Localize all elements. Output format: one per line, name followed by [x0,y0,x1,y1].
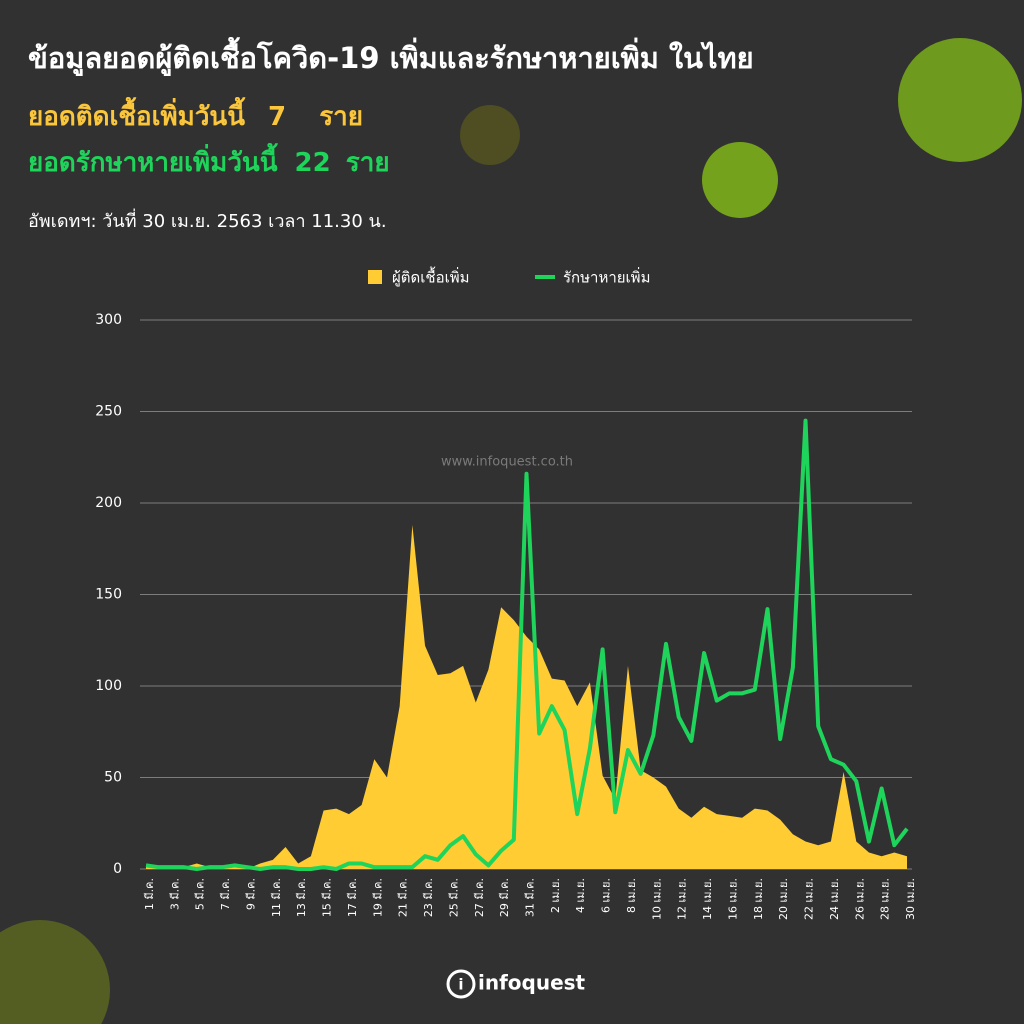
x-tick-label: 4 เม.ย. [574,878,587,913]
x-tick-label: 12 เม.ย. [676,878,689,920]
x-tick-label: 30 เม.ย. [904,878,917,920]
x-tick-label: 1 มี.ค. [143,878,156,910]
today-cases-unit: ราย [319,102,363,132]
x-tick-label: 3 มี.ค. [168,878,181,910]
today-recovered-unit: ราย [346,148,390,178]
x-tick-label: 6 เม.ย. [600,878,613,913]
x-tick-label: 28 เม.ย. [879,878,892,920]
x-tick-label: 27 มี.ค. [473,878,486,917]
y-tick-label: 300 [95,312,122,328]
x-tick-label: 2 เม.ย. [549,878,562,913]
x-tick-label: 18 เม.ย. [752,878,765,920]
today-recovered-label: ยอดรักษาหายเพิ่มวันนี้ [28,142,279,178]
legend-swatch [368,270,382,284]
x-tick-label: 25 มี.ค. [447,878,460,917]
x-tick-label: 20 เม.ย. [777,878,790,920]
x-tick-label: 23 มี.ค. [422,878,435,917]
legend-label: ผู้ติดเชื้อเพิ่ม [392,267,470,287]
x-tick-label: 22 เม.ย. [803,878,816,920]
today-recovered-value: 22 [295,148,331,178]
y-tick-label: 250 [95,404,122,420]
logo: i infoquest [446,969,586,999]
y-tick-label: 100 [95,678,122,694]
x-tick-label: 14 เม.ย. [701,878,714,920]
x-tick-label: 26 เม.ย. [853,878,866,920]
svg-text:i: i [458,976,463,994]
x-tick-label: 13 มี.ค. [295,878,308,917]
y-tick-label: 150 [95,587,122,603]
y-tick-label: 200 [95,495,122,511]
x-tick-label: 9 มี.ค. [244,878,257,910]
x-tick-label: 29 มี.ค. [498,878,511,917]
watermark: www.infoquest.co.th [441,455,573,470]
virus-decoration [0,38,1022,1024]
x-tick-label: 15 มี.ค. [321,878,334,917]
x-tick-label: 24 เม.ย. [828,878,841,920]
x-tick-label: 8 เม.ย. [625,878,638,913]
today-cases-value: 7 [268,102,286,132]
today-recovered: ยอดรักษาหายเพิ่มวันนี้ 22 ราย [28,142,390,178]
x-tick-label: 10 เม.ย. [650,878,663,920]
logo-text: infoquest [478,971,586,995]
update-note: อัพเดทฯ: วันที่ 30 เม.ย. 2563 เวลา 11.30… [28,208,387,232]
x-tick-label: 21 มี.ค. [397,878,410,917]
x-tick-label: 17 มี.ค. [346,878,359,917]
x-tick-label: 7 มี.ค. [219,878,232,910]
today-cases-label: ยอดติดเชื้อเพิ่มวันนี้ [28,96,246,132]
x-tick-label: 11 มี.ค. [270,878,283,917]
y-tick-label: 0 [113,861,122,877]
line [145,418,909,871]
y-tick-label: 50 [104,770,122,786]
x-tick-label: 5 มี.ค. [194,878,207,910]
x-tick-label: 19 มี.ค. [371,878,384,917]
x-tick-label: 16 เม.ย. [726,878,739,920]
legend-label: รักษาหายเพิ่ม [563,267,650,287]
chart-title: ข้อมูลยอดผู้ติดเชื้อโควิด-19 เพิ่มและรัก… [28,36,754,76]
area [146,524,907,869]
today-cases: ยอดติดเชื้อเพิ่มวันนี้ 7 ราย [28,96,363,132]
x-tick-label: 31 มี.ค. [524,878,537,917]
